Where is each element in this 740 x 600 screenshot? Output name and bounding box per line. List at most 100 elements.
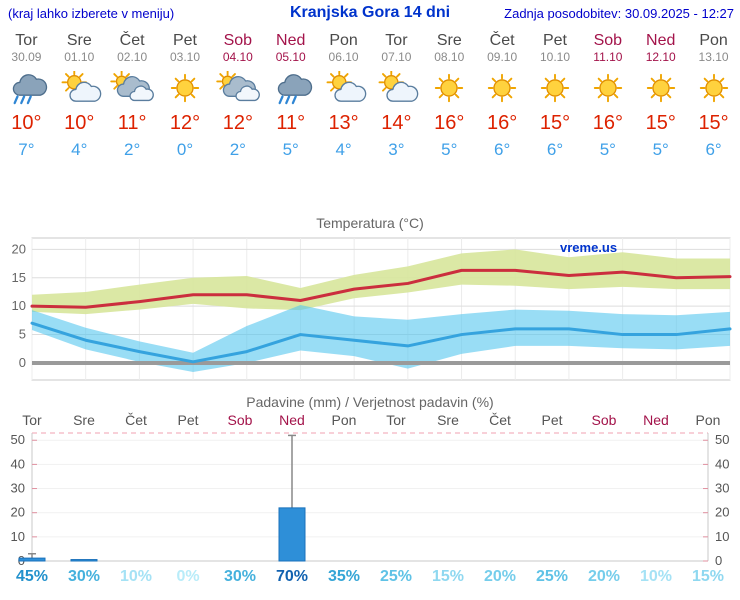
precip-day-label: Sob xyxy=(592,412,617,428)
precip-probability-label: 35% xyxy=(328,568,360,585)
menu-hint-text: (kraj lahko izberete v meniju) xyxy=(8,6,175,21)
precip-probability-label: 0% xyxy=(176,568,199,585)
high-temperature: 14° xyxy=(381,112,412,134)
forecast-day-column: Ned 12.10 15° 5° xyxy=(634,31,687,160)
precip-day-label: Tor xyxy=(22,412,42,428)
precip-probability-label: 10% xyxy=(120,568,152,585)
day-date: 30.09 xyxy=(11,50,42,64)
precip-probability-label: 45% xyxy=(16,568,48,585)
day-name: Ned xyxy=(276,32,306,49)
right-y-axis-label: 20 xyxy=(715,505,729,520)
day-name: Ned xyxy=(646,32,676,49)
low-temperature: 6° xyxy=(546,140,564,159)
day-date: 09.10 xyxy=(487,50,518,64)
sunny-weather-icon xyxy=(646,73,675,103)
precip-probability-label: 70% xyxy=(276,568,308,585)
max-temperature-line xyxy=(30,268,732,309)
day-name: Pon xyxy=(329,32,358,49)
weather-icon-cell xyxy=(211,67,264,109)
watermark-link[interactable]: vreme.us xyxy=(560,240,617,255)
low-temperature: 4° xyxy=(335,140,352,159)
precip-day-label: Pet xyxy=(541,412,562,428)
weather-icon-cell xyxy=(476,67,529,109)
day-date: 11.10 xyxy=(593,50,623,64)
high-temperature: 11° xyxy=(117,112,147,134)
precipitation-chart-block: Padavine (mm) / Verjetnost padavin (%) T… xyxy=(0,393,740,591)
low-temperature: 2° xyxy=(229,140,246,159)
day-name: Sob xyxy=(593,32,623,49)
day-date: 07.10 xyxy=(381,50,412,64)
y-axis-tick-label: 5 xyxy=(19,327,26,342)
temperature-chart-block: Temperatura (°C) 0 5 10 15 20 vreme.us xyxy=(0,214,740,387)
forecast-day-column: Sob 04.10 12° 2° xyxy=(211,31,264,160)
rain-weather-icon xyxy=(13,74,48,105)
forecast-day-column: Pet 10.10 15° 6° xyxy=(529,31,582,160)
day-name: Tor xyxy=(15,32,38,49)
day-date: 04.10 xyxy=(222,50,253,64)
temperature-chart: 0 5 10 15 20 vreme.us xyxy=(12,237,732,381)
min-temperature-range-band xyxy=(32,305,730,373)
day-date: 03.10 xyxy=(169,50,200,64)
precip-day-label: Čet xyxy=(489,412,511,428)
right-y-axis-label: 30 xyxy=(715,481,729,496)
high-temperature: 13° xyxy=(328,112,359,134)
min-temperature-line xyxy=(30,321,732,364)
day-date: 06.10 xyxy=(328,50,359,64)
day-date: 01.10 xyxy=(64,50,95,64)
precip-probability-label: 30% xyxy=(224,568,256,585)
low-temperature: 5° xyxy=(282,140,299,159)
cloudy-weather-icon xyxy=(110,71,155,102)
right-y-axis-label: 10 xyxy=(715,529,729,544)
last-update-text: Zadnja posodobitev: 30.09.2025 - 12:27 xyxy=(504,6,734,21)
day-name: Čet xyxy=(119,32,145,49)
top-bar: (kraj lahko izberete v meniju) Kranjska … xyxy=(0,0,740,26)
low-temperature: 4° xyxy=(71,140,88,159)
forecast-day-column: Pon 06.10 13° 4° xyxy=(317,31,370,160)
right-y-axis-label: 40 xyxy=(715,456,729,471)
sunny-weather-icon xyxy=(540,73,570,103)
precipitation-chart: Tor Sre Čet Pet Sob Ned Pon Tor Sre Čet Pet Sob Ned P… xyxy=(11,412,730,585)
day-date: 08.10 xyxy=(434,50,465,64)
weather-icon-cell xyxy=(370,67,423,109)
rain-weather-icon xyxy=(277,74,312,105)
right-y-axis-label: 0 xyxy=(715,553,722,568)
low-temperature: 3° xyxy=(388,140,405,159)
weather-icon-cell xyxy=(317,67,370,109)
precip-probability-label: 20% xyxy=(588,568,620,585)
high-temperature: 15° xyxy=(698,112,729,134)
y-axis-tick-label: 20 xyxy=(12,241,26,256)
weather-icon-cell xyxy=(423,67,476,109)
precip-day-label: Pet xyxy=(177,412,198,428)
precip-day-label: Čet xyxy=(125,412,147,428)
weather-icon-cell xyxy=(53,67,106,109)
high-temperature: 15° xyxy=(539,112,571,134)
high-temperature: 16° xyxy=(434,112,465,134)
sunny-weather-icon xyxy=(593,73,623,103)
left-y-axis-label: 20 xyxy=(11,505,25,520)
partly-weather-icon xyxy=(326,71,366,102)
high-temperature: 16° xyxy=(592,112,623,134)
precip-day-label: Pon xyxy=(696,412,721,428)
precip-day-label: Ned xyxy=(279,412,305,428)
high-temperature: 16° xyxy=(487,112,518,134)
y-axis-tick-label: 15 xyxy=(12,270,26,285)
low-temperature: 7° xyxy=(18,140,35,159)
weather-icon-cell xyxy=(687,67,740,109)
low-temperature: 0° xyxy=(176,140,194,159)
low-temperature: 5° xyxy=(441,140,458,159)
low-temperature: 6° xyxy=(494,140,511,159)
partly-weather-icon xyxy=(378,71,419,102)
sunny-weather-icon xyxy=(699,73,728,103)
weather-icon-cell xyxy=(106,67,159,109)
y-axis-tick-label: 10 xyxy=(12,298,26,313)
day-name: Pet xyxy=(172,32,197,49)
precip-day-label: Sob xyxy=(228,412,253,428)
high-temperature: 12° xyxy=(222,112,253,134)
day-name: Čet xyxy=(489,32,515,49)
day-name: Sre xyxy=(436,32,462,49)
day-date: 05.10 xyxy=(275,50,306,64)
forecast-day-column: Čet 09.10 16° 6° xyxy=(476,31,529,160)
sunny-weather-icon xyxy=(487,73,517,103)
high-temperature: 15° xyxy=(645,112,676,134)
forecast-day-column: Čet 02.10 11° 2° xyxy=(106,31,159,160)
